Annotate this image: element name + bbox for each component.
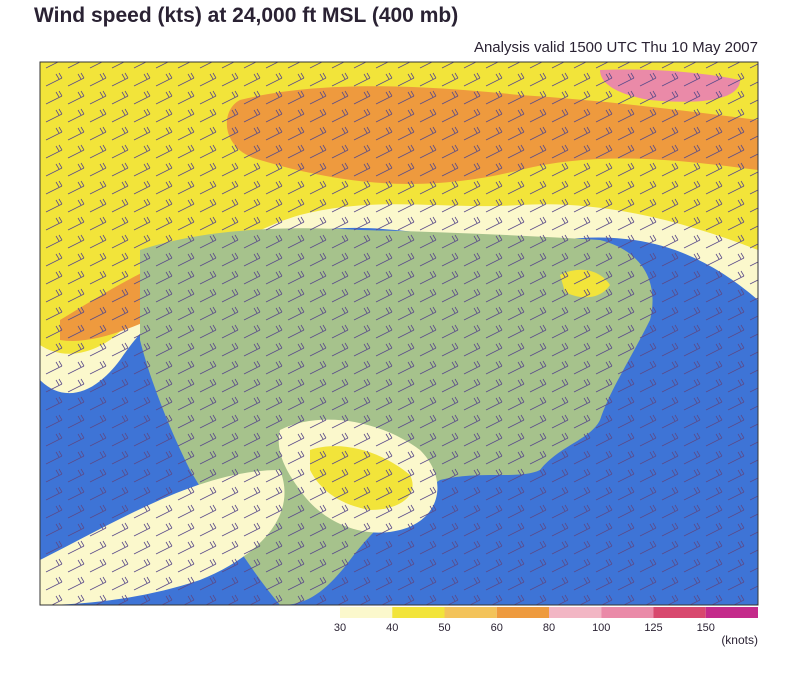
legend-unit: (knots) xyxy=(721,633,758,647)
legend-swatch xyxy=(653,607,706,618)
legend-swatch xyxy=(444,607,497,618)
color-legend: 30 40 50 60 80 100 125 150 (knots) xyxy=(334,607,758,647)
legend-swatch xyxy=(340,607,393,618)
legend-level-label: 50 xyxy=(438,622,450,634)
legend-swatch xyxy=(392,607,445,618)
legend-level-label: 80 xyxy=(543,622,555,634)
legend-level-label: 40 xyxy=(386,622,398,634)
legend-level-label: 125 xyxy=(644,622,662,634)
legend-level-label: 60 xyxy=(491,622,503,634)
legend-swatch xyxy=(549,607,602,618)
legend-level-label: 30 xyxy=(334,622,346,634)
title: Wind speed (kts) at 24,000 ft MSL (400 m… xyxy=(34,4,458,27)
subtitle: Analysis valid 1500 UTC Thu 10 May 2007 xyxy=(474,39,758,56)
legend-swatch xyxy=(705,607,758,618)
legend-swatch xyxy=(496,607,549,618)
legend-swatch xyxy=(601,607,654,618)
map-frame xyxy=(39,61,759,606)
map xyxy=(40,62,758,605)
legend-level-label: 150 xyxy=(697,622,715,634)
legend-level-label: 100 xyxy=(592,622,610,634)
